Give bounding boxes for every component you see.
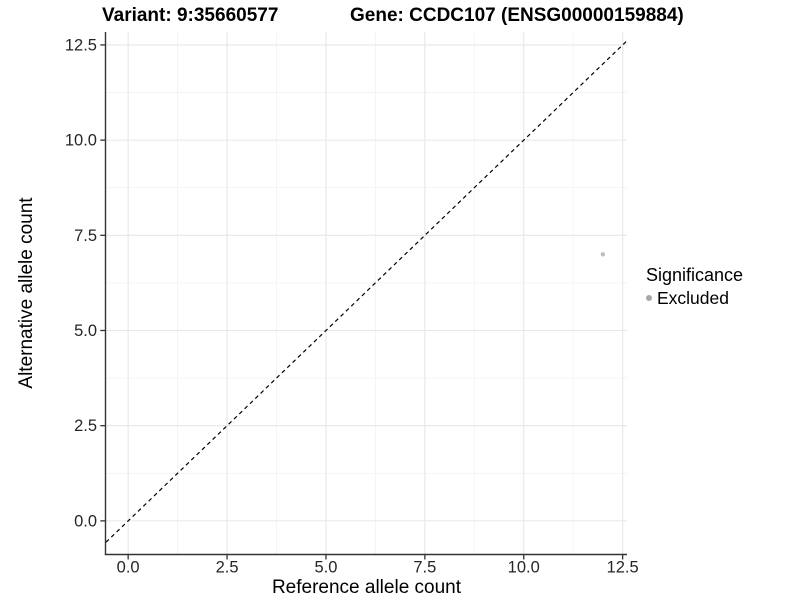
legend: Significance Excluded xyxy=(646,264,743,309)
legend-title: Significance xyxy=(646,265,744,285)
x-axis-title: Reference allele count xyxy=(271,577,462,598)
legend-item-label: Excluded xyxy=(657,287,729,308)
x-tick-label: 5.0 xyxy=(314,559,337,577)
legend-item-excluded: Excluded xyxy=(646,288,743,310)
y-tick-label: 2.5 xyxy=(74,417,97,435)
y-tick-label: 12.5 xyxy=(65,36,97,54)
y-tick-label: 0.0 xyxy=(74,512,97,530)
y-axis-title: Alternative allele count xyxy=(16,197,37,389)
x-tick-label: 0.0 xyxy=(117,559,140,577)
identity-line xyxy=(105,40,628,543)
x-tick-label: 10.0 xyxy=(508,559,540,577)
x-tick-label: 12.5 xyxy=(607,559,639,577)
excluded-point-icon xyxy=(646,295,652,302)
x-tick-label: 2.5 xyxy=(216,559,239,577)
y-tick-label: 5.0 xyxy=(74,322,97,340)
y-tick-label: 10.0 xyxy=(65,132,97,150)
y-tick-label: 7.5 xyxy=(74,227,97,245)
x-tick-label: 7.5 xyxy=(413,559,436,577)
variant-title: Variant: 9:35660577 xyxy=(102,5,279,26)
data-point xyxy=(600,252,606,257)
gene-title: Gene: CCDC107 (ENSG00000159884) xyxy=(350,5,684,26)
